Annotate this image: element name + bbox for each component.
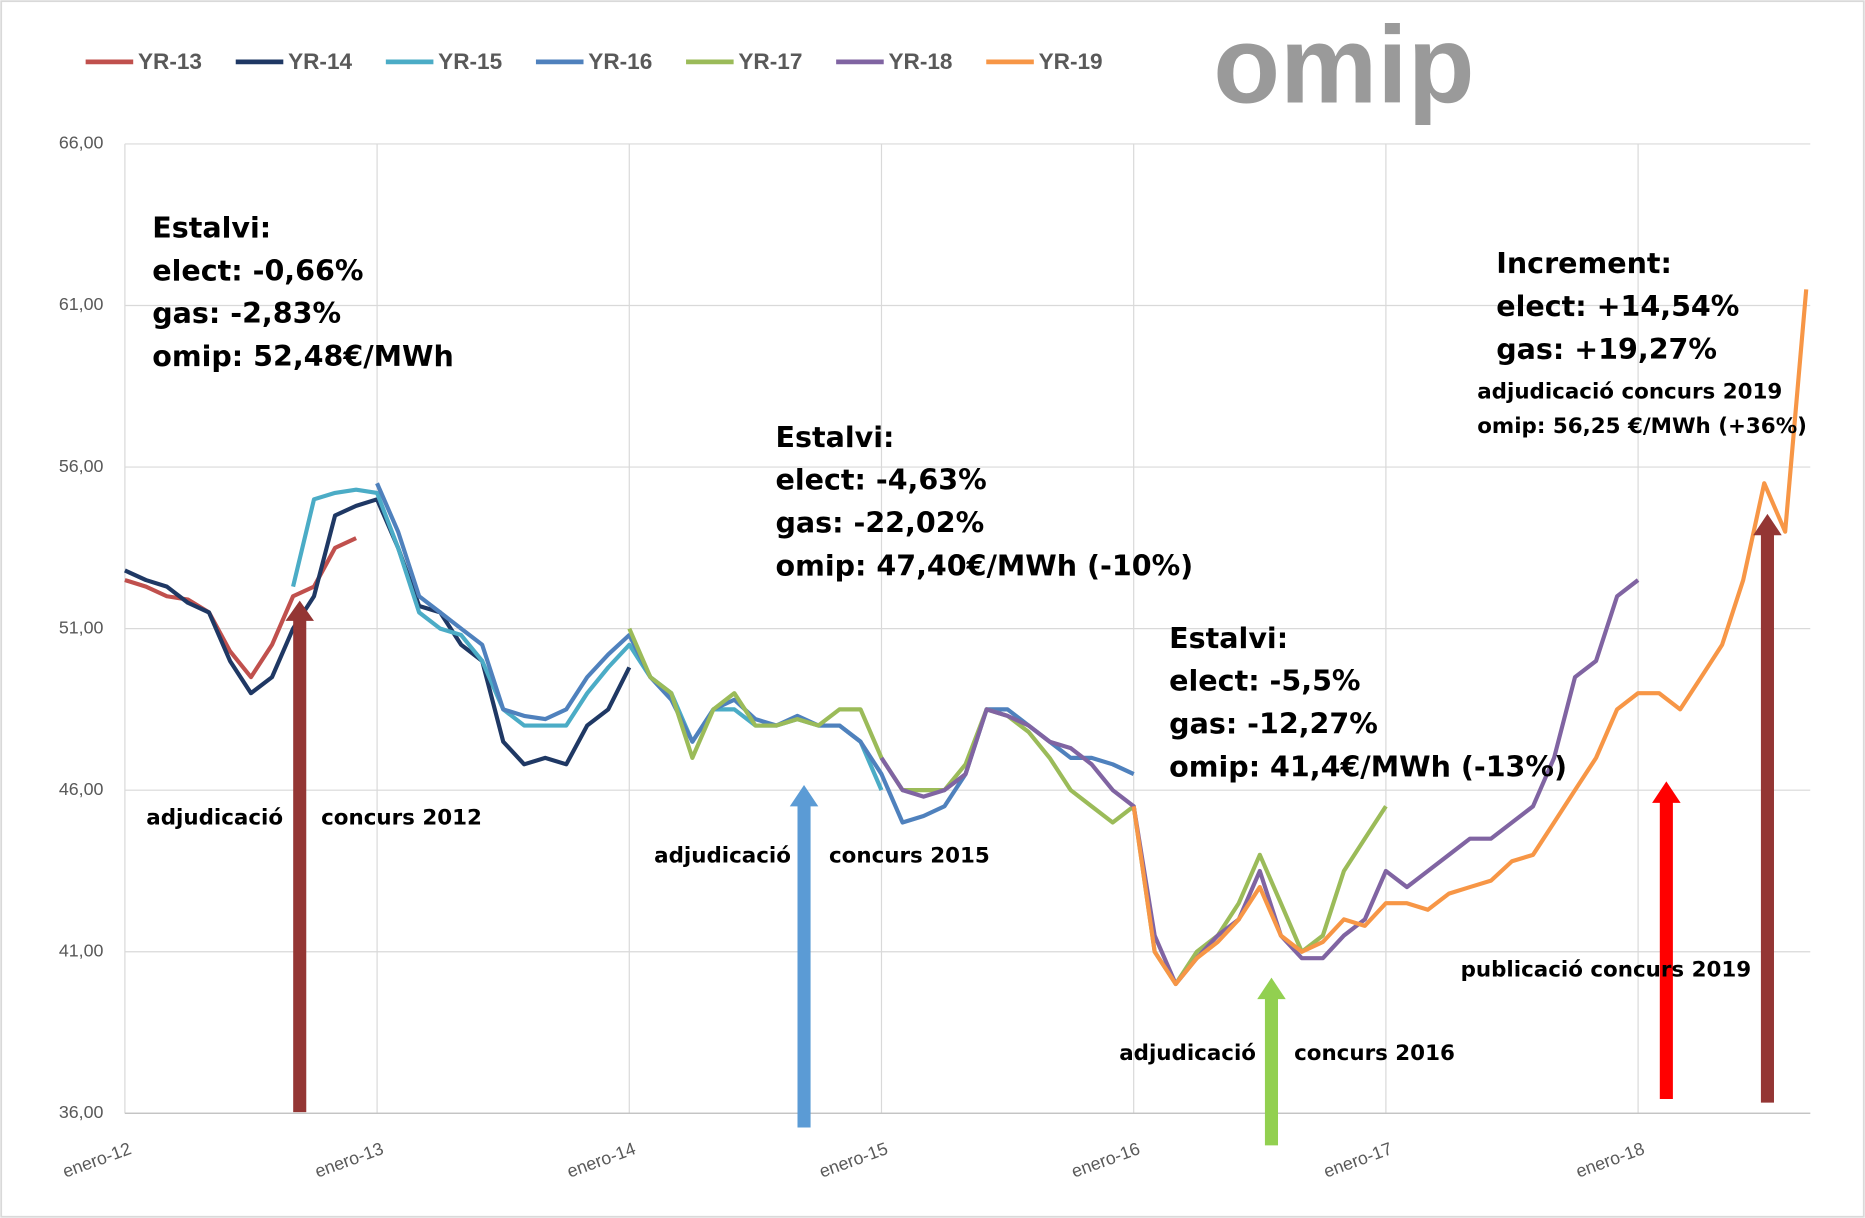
annotation: Increment: xyxy=(1496,247,1672,280)
arrows xyxy=(285,513,1782,1146)
annotation: Estalvi: xyxy=(152,212,271,245)
y-tick-label: 66,00 xyxy=(59,133,104,153)
legend-label: YR-19 xyxy=(1039,49,1103,74)
annotation: omip: 41,4€/MWh (-13%) xyxy=(1169,750,1567,783)
annotation: gas: +19,27% xyxy=(1496,333,1717,366)
legend-label: YR-17 xyxy=(738,49,802,74)
legend-label: YR-16 xyxy=(588,49,652,74)
y-tick-label: 56,00 xyxy=(59,456,104,476)
arrow-head xyxy=(285,600,315,621)
series-line xyxy=(375,482,1135,825)
arrow-head xyxy=(1257,977,1286,1000)
annotation: adjudicació xyxy=(146,805,283,830)
annotation: elect: -0,66% xyxy=(152,254,363,287)
annotation: concurs 2012 xyxy=(321,805,482,830)
arrow-head xyxy=(1652,781,1681,803)
legend-label: YR-13 xyxy=(138,49,202,74)
annotation: adjudicació xyxy=(1119,1041,1256,1066)
arrow-head xyxy=(789,785,819,807)
annotation: omip: 47,40€/MWh (-10%) xyxy=(775,549,1193,582)
annotation: omip: 52,48€/MWh xyxy=(152,340,454,373)
annotation: Estalvi: xyxy=(1169,622,1288,655)
annotation: adjudicació xyxy=(654,843,791,868)
annotation: concurs 2015 xyxy=(829,843,990,868)
annotation: adjudicació concurs 2019 xyxy=(1477,380,1782,405)
series-line xyxy=(879,578,1640,987)
annotation: elect: +14,54% xyxy=(1496,290,1739,323)
logo: omip xyxy=(1213,5,1474,127)
y-tick-label: 46,00 xyxy=(59,779,104,799)
annotation: elect: -4,63% xyxy=(775,464,986,497)
annotation: gas: -22,02% xyxy=(775,507,984,540)
annotation: omip: 56,25 €/MWh (+36%) xyxy=(1477,414,1807,439)
y-tick-label: 51,00 xyxy=(59,617,104,637)
y-tick-label: 41,00 xyxy=(59,940,104,960)
annotation: concurs 2016 xyxy=(1294,1041,1455,1066)
legend-label: YR-15 xyxy=(438,49,502,74)
y-tick-label: 36,00 xyxy=(59,1102,104,1122)
annotation: gas: -12,27% xyxy=(1169,708,1378,741)
annotation: elect: -5,5% xyxy=(1169,665,1360,698)
annotation: Estalvi: xyxy=(775,421,894,454)
series-line xyxy=(124,497,632,767)
series-line xyxy=(1131,289,1809,987)
arrow-head xyxy=(1753,513,1782,536)
legend-label: YR-14 xyxy=(288,49,352,74)
y-tick-label: 61,00 xyxy=(59,294,104,314)
legend-label: YR-18 xyxy=(888,49,952,74)
annotation: publicació concurs 2019 xyxy=(1461,958,1752,983)
annotation: gas: -2,83% xyxy=(152,297,341,330)
